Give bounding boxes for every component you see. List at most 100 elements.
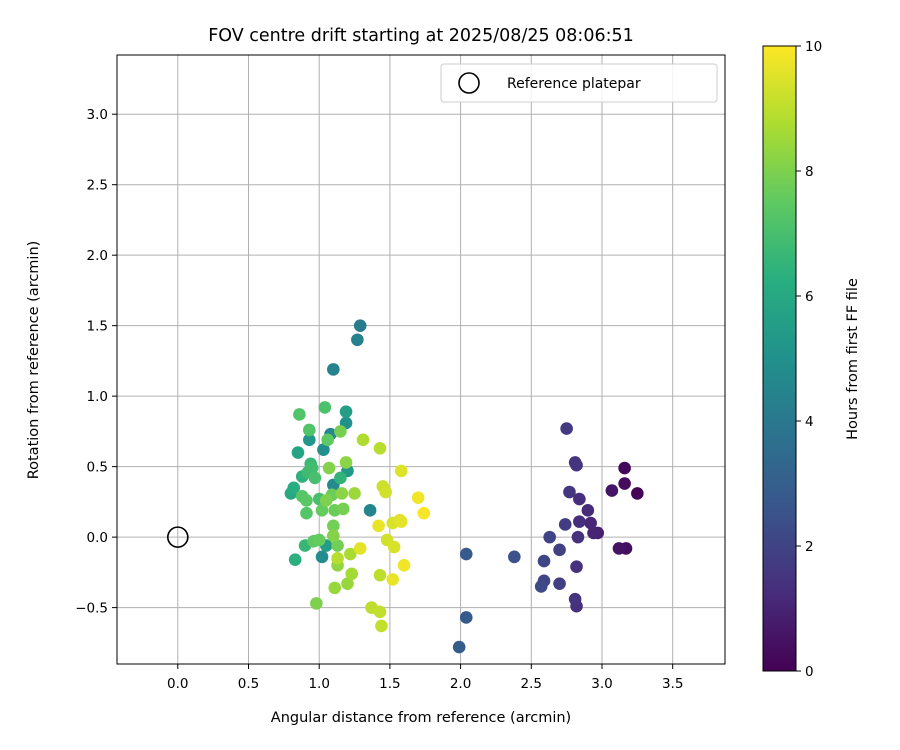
data-point — [356, 433, 370, 447]
data-point — [310, 597, 323, 610]
data-point — [302, 433, 316, 447]
data-point — [334, 425, 347, 438]
data-point — [353, 319, 367, 332]
data-point — [587, 526, 600, 540]
data-point — [568, 592, 582, 606]
legend-entry-reference: Reference platepar — [507, 76, 641, 92]
data-point — [375, 619, 388, 633]
data-point — [568, 456, 582, 469]
data-point — [344, 547, 357, 561]
data-point — [612, 542, 626, 555]
data-point — [318, 401, 332, 414]
data-point — [560, 422, 573, 435]
x-axis-ticks: 0.0 0.5 1.0 1.5 2.0 2.5 3.0 3.5 — [167, 664, 683, 692]
data-point — [387, 540, 401, 554]
data-point — [386, 573, 400, 586]
data-point — [339, 405, 353, 418]
data-point — [570, 560, 583, 574]
x-tick-label: 0.5 — [238, 676, 259, 692]
data-point — [553, 543, 566, 557]
colorbar-tick-label: 6 — [805, 289, 814, 305]
data-point — [543, 530, 556, 544]
data-point — [397, 559, 411, 572]
data-point — [379, 485, 392, 499]
data-point — [334, 471, 347, 485]
data-point — [581, 504, 595, 517]
data-point — [459, 611, 473, 624]
data-point — [417, 506, 431, 520]
data-point — [537, 554, 551, 568]
y-tick-label: 0.0 — [87, 530, 108, 546]
data-point — [321, 433, 334, 447]
data-point — [394, 515, 408, 528]
data-point — [394, 464, 408, 478]
data-point — [308, 471, 322, 485]
data-point — [631, 487, 644, 500]
legend-box — [440, 63, 718, 103]
data-point — [327, 529, 340, 543]
reference-marker — [167, 526, 189, 548]
data-point — [373, 605, 387, 619]
colorbar: 0 2 4 6 8 10 Hours from first FF file — [762, 39, 861, 680]
colorbar-tick-label: 2 — [805, 539, 814, 555]
data-point — [452, 640, 466, 654]
data-point — [618, 477, 631, 490]
data-point — [287, 481, 301, 495]
data-point — [348, 487, 361, 500]
colorbar-tick-label: 8 — [805, 164, 814, 180]
data-point — [341, 577, 354, 590]
data-point — [373, 568, 387, 582]
y-tick-label: 0.5 — [87, 460, 108, 476]
y-tick-label: −0.5 — [75, 601, 108, 617]
data-point — [327, 363, 340, 376]
y-tick-label: 2.5 — [87, 178, 108, 194]
y-tick-label: 1.5 — [87, 319, 108, 335]
x-tick-label: 0.0 — [167, 676, 188, 692]
legend: Reference platepar — [440, 63, 718, 103]
x-axis-label: Angular distance from reference (arcmin) — [271, 710, 571, 726]
data-point — [288, 553, 302, 566]
data-point — [322, 461, 336, 475]
data-point — [372, 519, 385, 533]
data-point — [534, 580, 548, 593]
data-point — [605, 484, 619, 497]
x-tick-label: 1.5 — [379, 676, 400, 692]
data-point — [618, 461, 631, 475]
data-point — [573, 515, 586, 528]
data-point — [553, 577, 566, 590]
data-point — [317, 443, 330, 457]
data-point — [351, 333, 364, 347]
chart-title: FOV centre drift starting at 2025/08/25 … — [208, 26, 634, 46]
data-point — [293, 408, 306, 421]
data-point — [558, 518, 572, 531]
data-point — [331, 539, 344, 552]
data-point — [312, 533, 326, 547]
x-tick-label: 1.0 — [308, 676, 329, 692]
data-point — [305, 461, 319, 475]
data-point — [319, 494, 333, 507]
data-point — [571, 530, 585, 544]
data-point — [328, 581, 342, 595]
data-point — [584, 516, 597, 530]
data-point — [363, 504, 377, 517]
data-point — [315, 550, 329, 564]
data-point — [291, 446, 305, 459]
grid-lines — [117, 55, 725, 664]
data-point — [327, 519, 340, 533]
data-point — [339, 456, 353, 469]
data-point — [302, 423, 316, 437]
data-point — [563, 485, 576, 499]
data-point — [373, 442, 387, 455]
y-axis-ticks: −0.5 0.0 0.5 1.0 1.5 2.0 2.5 3.0 — [75, 107, 117, 617]
colorbar-tick-label: 4 — [805, 414, 814, 430]
data-point — [300, 506, 313, 520]
data-point — [300, 494, 313, 507]
colorbar-tick-label: 0 — [805, 664, 814, 680]
data-point — [315, 504, 329, 517]
y-axis-label: Rotation from reference (arcmin) — [26, 241, 42, 480]
x-tick-label: 2.0 — [450, 676, 471, 692]
data-points — [284, 319, 644, 654]
x-tick-label: 3.5 — [662, 676, 683, 692]
y-tick-label: 2.0 — [87, 248, 108, 264]
